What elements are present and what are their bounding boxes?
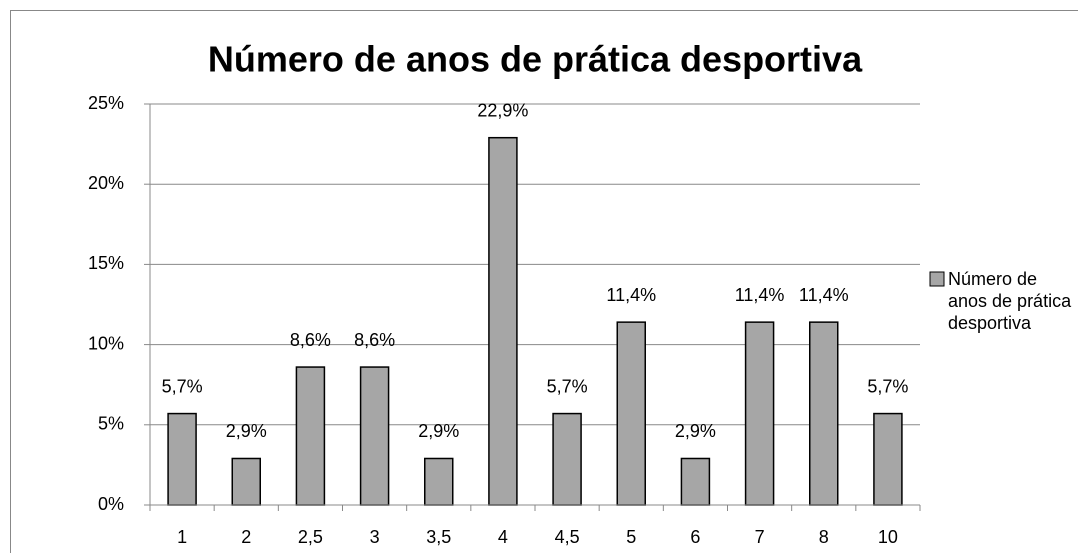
data-label: 5,7%: [162, 376, 203, 396]
y-tick-label: 5%: [98, 414, 124, 434]
bar: [488, 136, 518, 506]
bar: [424, 457, 454, 506]
y-tick-label: 20%: [88, 173, 124, 193]
bar: [744, 321, 775, 506]
bar: [295, 366, 326, 506]
x-tick-label: 5: [626, 527, 636, 547]
x-tick-label: 7: [755, 527, 765, 547]
y-tick-label: 10%: [88, 333, 124, 353]
data-label: 5,7%: [867, 376, 908, 396]
data-label: 11,4%: [606, 285, 656, 305]
x-tick-label: 4,5: [555, 527, 580, 547]
x-tick-label: 3,5: [426, 527, 451, 547]
y-tick-label: 15%: [88, 253, 124, 273]
x-tick-label: 10: [878, 527, 898, 547]
bar: [809, 321, 839, 506]
bar: [616, 321, 646, 506]
data-label: 5,7%: [547, 376, 588, 396]
bar: [167, 412, 197, 506]
x-tick-label: 1: [177, 527, 187, 547]
x-tick-label: 8: [819, 527, 829, 547]
bar: [359, 366, 390, 506]
data-label: 8,6%: [290, 330, 331, 350]
bar: [552, 412, 582, 506]
data-label: 2,9%: [226, 421, 267, 441]
data-label: 11,4%: [735, 285, 785, 305]
x-tick-label: 2: [241, 527, 251, 547]
x-tick-label: 3: [370, 527, 380, 547]
bar: [873, 412, 903, 506]
data-label: 11,4%: [799, 285, 849, 305]
x-tick-label: 4: [498, 527, 508, 547]
bar: [231, 457, 261, 506]
legend-label: Número de anos de prática desportiva: [948, 269, 1072, 333]
chart-title: Número de anos de prática desportiva: [208, 39, 863, 80]
data-label: 8,6%: [354, 330, 395, 350]
bar: [680, 457, 711, 506]
data-label: 22,9%: [477, 100, 528, 120]
data-label: 2,9%: [418, 421, 459, 441]
y-tick-label: 0%: [98, 494, 124, 514]
x-tick-label: 6: [690, 527, 700, 547]
data-label: 2,9%: [675, 421, 716, 441]
y-tick-label: 25%: [88, 93, 124, 113]
legend-swatch: [929, 271, 945, 287]
x-tick-label: 2,5: [298, 527, 323, 547]
